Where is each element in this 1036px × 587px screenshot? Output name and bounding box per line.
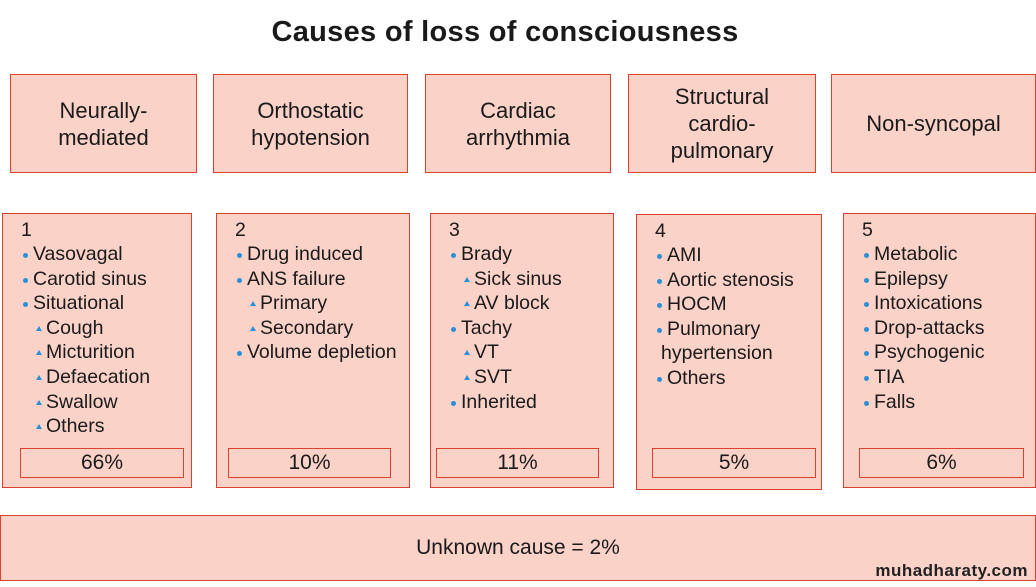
list-item: ANS failure	[217, 267, 397, 292]
list-item: Volume depletion	[217, 340, 397, 365]
sub-list-item: SVT	[431, 365, 562, 390]
category-detail-4: 4 AMI Aortic stenosis HOCM Pulmonary hyperte…	[636, 214, 822, 490]
list-item: Epilepsy	[844, 267, 985, 292]
list-item: Vasovagal	[3, 242, 150, 267]
cause-list: AMI Aortic stenosis HOCM Pulmonary hypertens…	[637, 243, 794, 391]
list-item: Tachy	[431, 316, 562, 341]
sub-list-item: Cough	[3, 316, 150, 341]
list-item: Psychogenic	[844, 340, 985, 365]
list-item: Metabolic	[844, 242, 985, 267]
percentage-box: 10%	[228, 448, 391, 478]
watermark: muhadharaty.com	[875, 561, 1028, 580]
list-item: Brady	[431, 242, 562, 267]
list-item: Carotid sinus	[3, 267, 150, 292]
sub-list-item: VT	[431, 340, 562, 365]
sub-list-item: AV block	[431, 291, 562, 316]
sub-list-item: Secondary	[217, 316, 397, 341]
cause-list: Metabolic Epilepsy Intoxications Drop-attac…	[844, 242, 985, 414]
list-item: Falls	[844, 390, 985, 415]
list-item: Drop-attacks	[844, 316, 985, 341]
category-detail-2: 2 Drug induced ANS failure Primary Secondar…	[216, 213, 410, 488]
list-item: Drug induced	[217, 242, 397, 267]
percentage-box: 66%	[20, 448, 184, 478]
page-title: Causes of loss of consciousness	[271, 16, 739, 48]
category-detail-3: 3 Brady Sick sinus AV block Tachy VT SVT Inher…	[430, 213, 614, 488]
list-item: Pulmonary	[637, 317, 794, 342]
list-item: Inherited	[431, 390, 562, 415]
category-header-2: Orthostatic hypotension	[213, 74, 408, 173]
sub-list-item: Swallow	[3, 390, 150, 415]
cause-list: Drug induced ANS failure Primary Secondary V…	[217, 242, 397, 365]
category-detail-1: 1 Vasovagal Carotid sinus Situational Cough…	[2, 213, 192, 488]
percentage-box: 6%	[859, 448, 1024, 478]
category-header-1: Neurally- mediated	[10, 74, 197, 173]
category-number: 1	[21, 219, 32, 241]
category-number: 4	[655, 220, 666, 242]
unknown-cause-box: Unknown cause = 2%	[0, 515, 1036, 581]
list-item: Others	[637, 366, 794, 391]
list-item: AMI	[637, 243, 794, 268]
category-number: 2	[235, 219, 246, 241]
cause-list: Vasovagal Carotid sinus Situational Cough Mi…	[3, 242, 150, 439]
sub-list-item: Primary	[217, 291, 397, 316]
list-item: TIA	[844, 365, 985, 390]
list-item: hypertension	[661, 342, 773, 365]
category-header-3: Cardiac arrhythmia	[425, 74, 611, 173]
percentage-box: 11%	[436, 448, 599, 478]
list-item: Intoxications	[844, 291, 985, 316]
sub-list-item: Others	[3, 414, 150, 439]
category-detail-5: 5 Metabolic Epilepsy Intoxications Drop-att…	[843, 213, 1036, 488]
sub-list-item: Defaecation	[3, 365, 150, 390]
category-number: 3	[449, 219, 460, 241]
category-header-4: Structural cardio- pulmonary	[628, 74, 816, 173]
sub-list-item: Sick sinus	[431, 267, 562, 292]
list-item: HOCM	[637, 292, 794, 317]
list-item: Aortic stenosis	[637, 268, 794, 293]
cause-list: Brady Sick sinus AV block Tachy VT SVT Inherit…	[431, 242, 562, 414]
category-header-5: Non-syncopal	[831, 74, 1036, 173]
list-item: Situational	[3, 291, 150, 316]
percentage-box: 5%	[652, 448, 816, 478]
category-number: 5	[862, 219, 873, 241]
sub-list-item: Micturition	[3, 340, 150, 365]
